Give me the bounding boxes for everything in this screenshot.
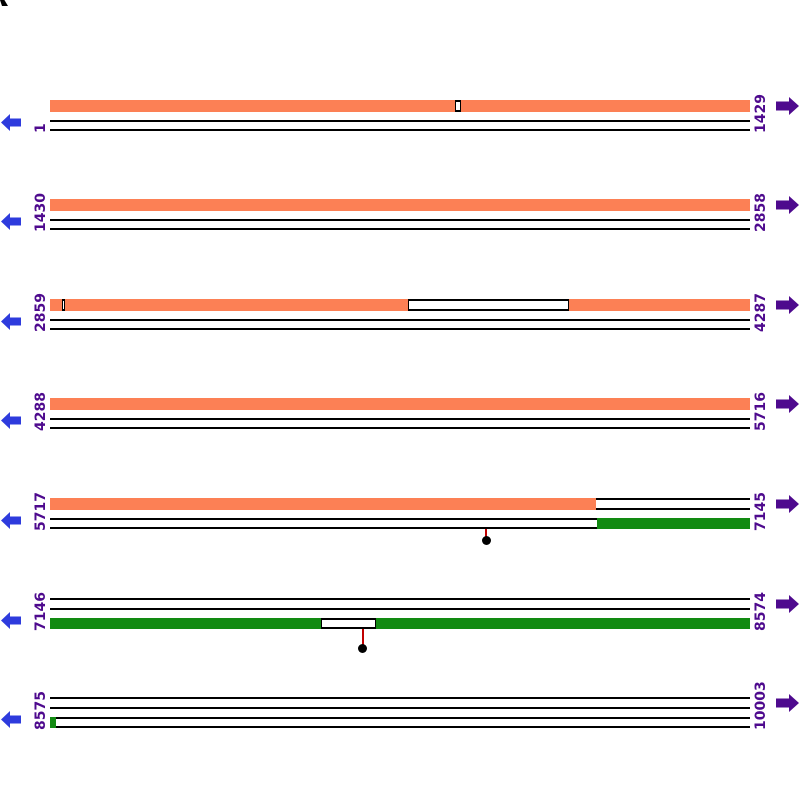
feature-track: [50, 498, 750, 530]
reverse-strand-slot: [50, 618, 750, 629]
forward-feature-bar[interactable]: [568, 299, 750, 311]
reverse-feature-bar[interactable]: [596, 518, 750, 529]
right-arrow-icon[interactable]: [776, 196, 799, 214]
forward-feature-bar[interactable]: [50, 299, 408, 311]
reverse-strand-slot: [50, 120, 750, 131]
strand-line: [50, 328, 750, 330]
forward-strand-slot: [50, 697, 750, 709]
row-start-coordinate: 7146: [33, 592, 49, 631]
row-start-coordinate: 8575: [33, 691, 49, 730]
strand-line: [50, 219, 750, 221]
forward-feature-gap: [455, 100, 461, 112]
right-arrow-icon[interactable]: [776, 595, 799, 613]
marker-dot-icon[interactable]: [481, 535, 491, 545]
reverse-strand-slot: [50, 518, 750, 529]
marker-stem: [485, 529, 488, 540]
forward-strand-slot: [50, 398, 750, 410]
left-arrow-icon[interactable]: [1, 711, 21, 728]
row-end-coordinate: 10003: [753, 681, 769, 730]
reverse-strand-slot: [50, 219, 750, 230]
right-arrow-icon[interactable]: [776, 97, 799, 115]
sequence-row: 5717 7145: [0, 492, 800, 568]
strand-line: [50, 518, 750, 520]
strand-line: [50, 707, 750, 709]
right-arrow-icon[interactable]: [776, 495, 799, 513]
forward-feature-bar[interactable]: [50, 100, 750, 112]
forward-strand-slot: [50, 100, 750, 112]
row-end-coordinate: 2858: [753, 193, 769, 232]
feature-track: [50, 398, 750, 430]
forward-feature-bar[interactable]: [50, 498, 596, 510]
right-arrow-icon[interactable]: [776, 694, 799, 712]
strand-line: [50, 717, 750, 719]
forward-feature-bar[interactable]: [50, 199, 750, 211]
right-arrow-icon[interactable]: [776, 395, 799, 413]
sequence-row: 8575 10003: [0, 681, 800, 767]
left-arrow-icon[interactable]: [1, 313, 21, 330]
corner-partial-glyph: [0, 0, 8, 6]
strand-line: [50, 726, 750, 728]
strand-line: [50, 129, 750, 131]
forward-feature-bar[interactable]: [50, 398, 750, 410]
marker-dot-icon[interactable]: [358, 643, 368, 653]
row-start-coordinate: 5717: [33, 492, 49, 531]
right-arrow-icon[interactable]: [776, 296, 799, 314]
left-arrow-icon[interactable]: [1, 612, 21, 629]
row-end-coordinate: 4287: [753, 293, 769, 332]
feature-track: [50, 100, 750, 132]
forward-strand-slot: [50, 598, 750, 610]
left-arrow-icon[interactable]: [1, 512, 21, 529]
reverse-feature-bar[interactable]: [50, 618, 750, 629]
strand-line: [50, 697, 750, 699]
marker-stem: [361, 629, 364, 648]
strand-line: [50, 418, 750, 420]
row-end-coordinate: 8574: [753, 592, 769, 631]
strand-line: [50, 228, 750, 230]
reverse-strand-slot: [50, 418, 750, 429]
left-arrow-icon[interactable]: [1, 412, 21, 429]
strand-line: [50, 608, 750, 610]
strand-line: [50, 527, 750, 529]
forward-strand-slot: [50, 199, 750, 211]
row-start-coordinate: 1: [33, 123, 49, 133]
feature-track: [50, 598, 750, 630]
row-start-coordinate: 4288: [33, 392, 49, 431]
sequence-row: 2859 4287: [0, 293, 800, 369]
forward-strand-slot: [50, 498, 750, 510]
sequence-row: 4288 5716: [0, 392, 800, 468]
sequence-row: 1 1429: [0, 94, 800, 170]
reverse-strand-slot: [50, 319, 750, 330]
feature-track: [50, 697, 750, 729]
feature-track: [50, 299, 750, 331]
reverse-feature-bar[interactable]: [50, 717, 57, 728]
strand-line: [50, 120, 750, 122]
reverse-strand-slot: [50, 717, 750, 728]
sequence-row: 7146 8574: [0, 592, 800, 668]
forward-feature-gap: [407, 299, 569, 311]
left-arrow-icon[interactable]: [1, 114, 21, 131]
strand-line: [50, 598, 750, 600]
row-end-coordinate: 5716: [753, 392, 769, 431]
row-start-coordinate: 1430: [33, 193, 49, 232]
row-end-coordinate: 1429: [753, 94, 769, 133]
left-arrow-icon[interactable]: [1, 213, 21, 230]
forward-feature-gap: [61, 299, 65, 311]
row-end-coordinate: 7145: [753, 492, 769, 531]
strand-line: [50, 319, 750, 321]
strand-line: [50, 427, 750, 429]
row-start-coordinate: 2859: [33, 293, 49, 332]
forward-strand-slot: [50, 299, 750, 311]
feature-track: [50, 199, 750, 231]
reverse-feature-gap: [320, 618, 377, 629]
sequence-row: 1430 2858: [0, 193, 800, 269]
